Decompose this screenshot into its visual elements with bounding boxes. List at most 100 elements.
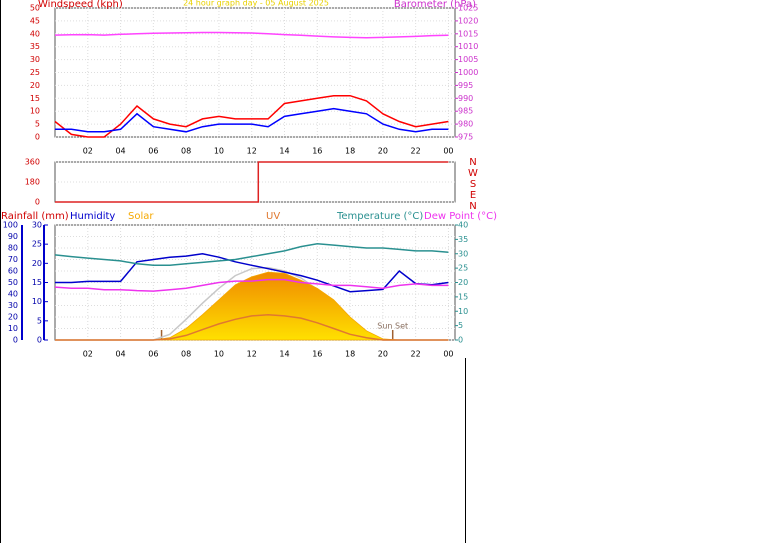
compass-label: E <box>470 190 476 201</box>
y2-tick-label: 985 <box>458 107 473 116</box>
compass-label: S <box>470 179 476 190</box>
rain-tick-label: 0 <box>37 336 42 345</box>
y-tick-label: 50 <box>30 4 40 13</box>
compass-label: N <box>469 201 476 212</box>
y-tick-label: 360 <box>25 158 40 167</box>
y-tick-label: 60 <box>8 267 18 276</box>
y-tick-label: 40 <box>30 29 40 38</box>
x-tick-label: 14 <box>279 350 289 359</box>
y2-tick-label: 995 <box>458 81 473 90</box>
y-tick-label: 100 <box>3 221 18 230</box>
y2-tick-label: 1010 <box>458 42 478 51</box>
chart-title: 24 hour graph day - 05 August 2025 <box>183 0 329 8</box>
rain-tick-label: 25 <box>32 240 42 249</box>
series-line <box>55 313 449 341</box>
y2-tick-label: 30 <box>458 249 468 258</box>
series-line <box>55 107 449 133</box>
x-tick-label: 18 <box>345 147 355 156</box>
y2-tick-label: 1025 <box>458 4 478 13</box>
y-tick-label: 25 <box>30 68 40 77</box>
x-tick-label: 06 <box>148 350 158 359</box>
x-tick-label: 12 <box>247 147 257 156</box>
rain-tick-label: 15 <box>32 278 42 287</box>
x-tick-label: 10 <box>214 350 224 359</box>
y-tick-label: 90 <box>8 232 18 241</box>
y-tick-label: 180 <box>25 178 40 187</box>
x-tick-label: 02 <box>83 350 93 359</box>
legend-label: Solar <box>128 211 154 222</box>
series-line <box>55 253 449 293</box>
y2-tick-label: 0 <box>458 336 463 345</box>
y-tick-label: 20 <box>30 81 40 90</box>
x-tick-label: 20 <box>378 350 388 359</box>
series-line <box>55 161 449 203</box>
y-tick-label: 5 <box>35 120 40 129</box>
compass-label: W <box>468 168 478 179</box>
y2-tick-label: 5 <box>458 321 463 330</box>
series-line <box>54 94 449 138</box>
y2-tick-label: 15 <box>458 292 468 301</box>
y2-tick-label: 975 <box>458 133 473 142</box>
legend-label: UV <box>266 211 280 222</box>
y-tick-label: 15 <box>30 94 40 103</box>
series-line <box>54 31 449 39</box>
legend-label: Humidity <box>70 211 115 222</box>
x-tick-label: 22 <box>411 350 421 359</box>
x-tick-label: 02 <box>83 147 93 156</box>
y-tick-label: 70 <box>8 255 18 264</box>
x-tick-label: 16 <box>312 350 322 359</box>
y-tick-label: 0 <box>13 336 18 345</box>
y2-tick-label: 1005 <box>458 55 478 64</box>
y-tick-label: 10 <box>8 324 18 333</box>
x-tick-label: 04 <box>115 147 125 156</box>
x-tick-label: 20 <box>378 147 388 156</box>
y-tick-label: 30 <box>8 301 18 310</box>
x-tick-label: 10 <box>214 147 224 156</box>
y-tick-label: 40 <box>8 290 18 299</box>
y-tick-label: 20 <box>8 313 18 322</box>
x-tick-label: 00 <box>443 147 453 156</box>
x-tick-label: 16 <box>312 147 322 156</box>
y2-tick-label: 10 <box>458 307 468 316</box>
legend-label: Dew Point (°C) <box>424 211 497 222</box>
y2-tick-label: 980 <box>458 120 473 129</box>
x-tick-label: 22 <box>411 147 421 156</box>
compass-label: N <box>469 157 476 168</box>
x-tick-label: 04 <box>115 350 125 359</box>
y-tick-label: 10 <box>30 107 40 116</box>
y-tick-label: 0 <box>35 198 40 207</box>
y2-tick-label: 20 <box>458 278 468 287</box>
x-tick-label: 00 <box>443 350 453 359</box>
legend-label: Temperature (°C) <box>336 211 423 222</box>
series-line <box>54 242 449 267</box>
y-axis-label: Windspeed (kph) <box>38 0 123 10</box>
x-tick-label: 18 <box>345 350 355 359</box>
y2-tick-label: 40 <box>458 221 468 230</box>
rain-label: Rainfall (mm) <box>1 211 69 222</box>
y2-tick-label: 1015 <box>458 29 478 38</box>
x-tick-label: 14 <box>279 147 289 156</box>
rain-tick-label: 30 <box>32 221 42 230</box>
y-tick-label: 80 <box>8 244 18 253</box>
y-tick-label: 45 <box>30 16 40 25</box>
y-tick-label: 50 <box>8 278 18 287</box>
series-line <box>54 278 449 292</box>
y2-tick-label: 1000 <box>458 68 478 77</box>
x-tick-label: 06 <box>148 147 158 156</box>
y-tick-label: 0 <box>35 133 40 142</box>
annotation: Sun Set <box>377 322 408 331</box>
y2-tick-label: 990 <box>458 94 473 103</box>
x-tick-label: 08 <box>181 147 191 156</box>
y2-tick-label: 35 <box>458 235 468 244</box>
y-tick-label: 35 <box>30 42 40 51</box>
y2-tick-label: 25 <box>458 264 468 273</box>
y-tick-label: 30 <box>30 55 40 64</box>
rain-tick-label: 5 <box>37 316 42 325</box>
x-tick-label: 12 <box>247 350 257 359</box>
x-tick-label: 08 <box>181 350 191 359</box>
rain-tick-label: 10 <box>32 297 42 306</box>
y2-tick-label: 1020 <box>458 16 478 25</box>
y2-axis-label: Barometer (hPa) <box>394 0 476 10</box>
rain-tick-label: 20 <box>32 259 42 268</box>
